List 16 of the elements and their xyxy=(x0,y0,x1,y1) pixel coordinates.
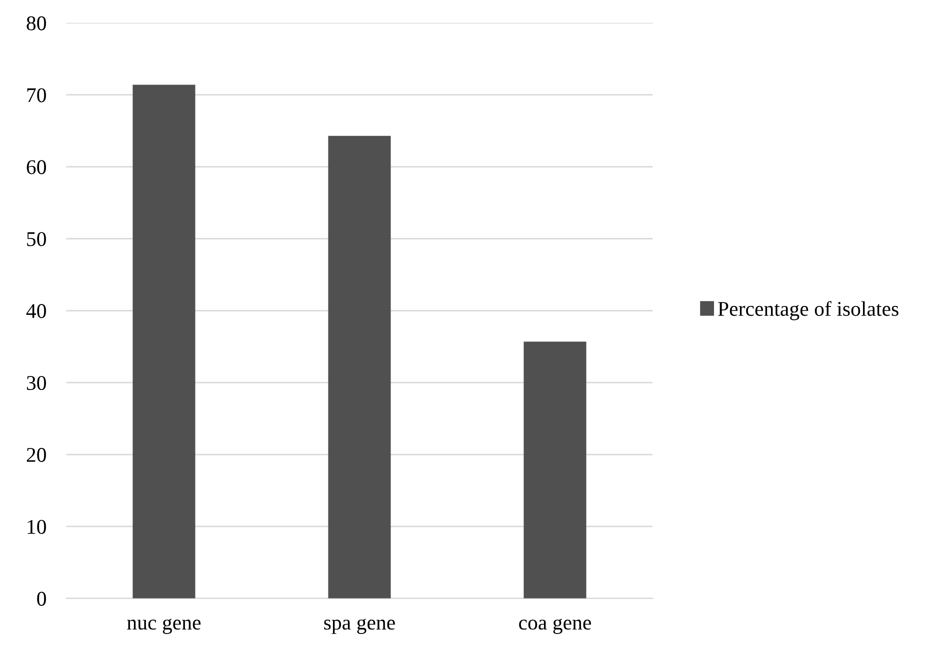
y-tick-label: 70 xyxy=(27,88,46,102)
y-tick-label: 30 xyxy=(26,376,46,390)
y-tick-label: 10 xyxy=(28,520,46,534)
x-tick-label: nuc gene xyxy=(127,618,201,634)
y-tick-label: 0 xyxy=(37,592,46,606)
y-tick-label: 50 xyxy=(27,232,46,246)
bar xyxy=(132,84,196,598)
x-tick-label: spa gene xyxy=(324,618,395,634)
y-tick-label: 40 xyxy=(26,304,46,318)
y-tick-label: 80 xyxy=(26,16,46,30)
x-tick-label: coa gene xyxy=(519,618,591,634)
y-tick-label: 60 xyxy=(26,160,46,174)
bar xyxy=(328,136,391,598)
y-tick-label: 20 xyxy=(26,448,46,462)
legend-label: Percentage of isolates xyxy=(718,301,898,320)
bar xyxy=(524,342,586,598)
